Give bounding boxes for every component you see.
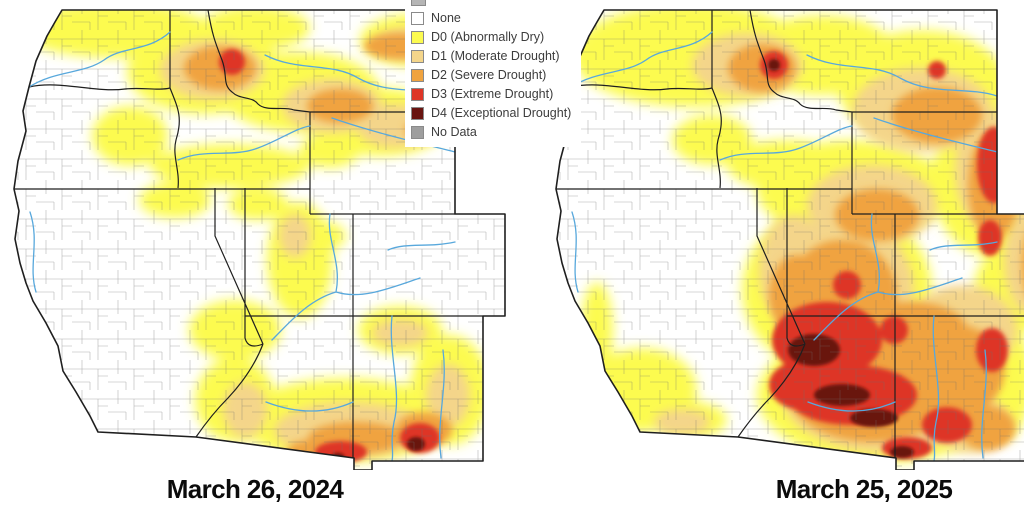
legend-label-d0: D0 (Abnormally Dry) — [431, 30, 545, 44]
legend-label-nodata: No Data — [431, 125, 477, 139]
map-date-2025: March 25, 2025 — [775, 474, 953, 504]
drought-legend: None D0 (Abnormally Dry) D1 (Moderate Dr… — [405, 0, 582, 147]
legend-swatch-nodata — [411, 125, 424, 139]
legend-item-d2: D2 (Severe Drought) — [411, 68, 571, 82]
legend-swatch-none — [411, 11, 424, 25]
legend-label-d2: D2 (Severe Drought) — [431, 68, 547, 82]
legend-item-d4: D4 (Exceptional Drought) — [411, 106, 571, 120]
legend-swatch-d3 — [411, 87, 424, 101]
legend-item-nodata: No Data — [411, 125, 571, 139]
legend-item-d3: D3 (Extreme Drought) — [411, 87, 571, 101]
legend-item-none: None — [411, 11, 571, 25]
legend-label-none: None — [431, 11, 461, 25]
county-lines-texture — [556, 10, 1024, 470]
legend-swatch-d0 — [411, 30, 424, 44]
legend-item-d0: D0 (Abnormally Dry) — [411, 30, 571, 44]
drought-map-2025 — [555, 9, 1024, 470]
legend-swatch-d4 — [411, 106, 424, 120]
legend-cutoff-swatch — [411, 0, 426, 6]
map-panel-2025: March 25, 2025 — [514, 0, 1024, 517]
map-date-2024: March 26, 2024 — [166, 474, 344, 504]
legend-label-d1: D1 (Moderate Drought) — [431, 49, 560, 63]
legend-label-d3: D3 (Extreme Drought) — [431, 87, 554, 101]
legend-swatch-d1 — [411, 49, 424, 63]
legend-item-d1: D1 (Moderate Drought) — [411, 49, 571, 63]
legend-swatch-d2 — [411, 68, 424, 82]
legend-label-d4: D4 (Exceptional Drought) — [431, 106, 572, 120]
